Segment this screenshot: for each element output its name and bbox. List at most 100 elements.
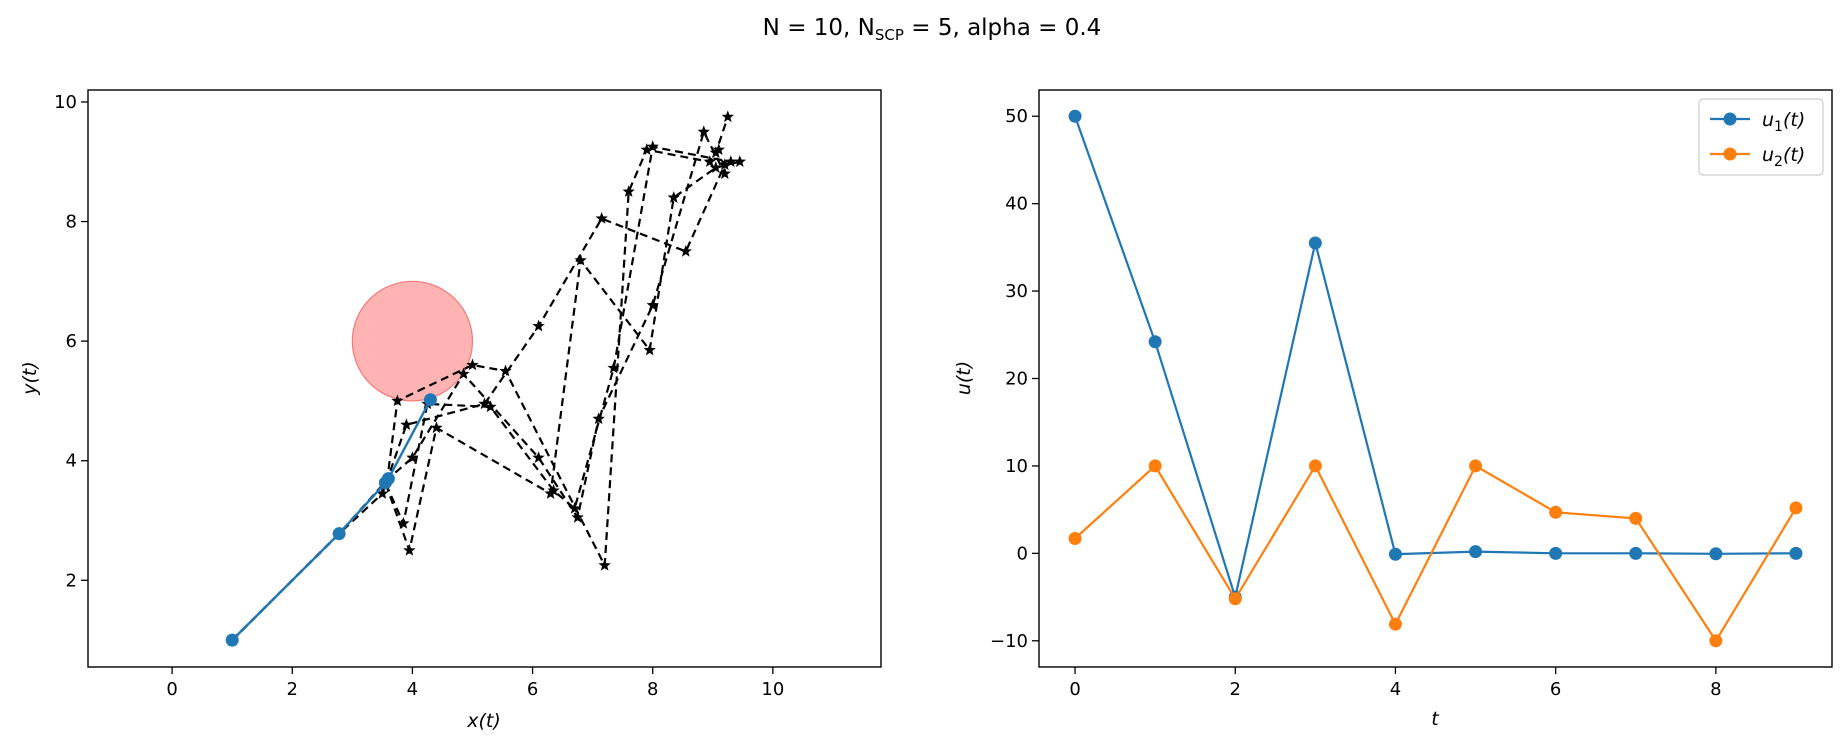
y-tick-label: 10: [1005, 456, 1028, 477]
x-tick-label: 0: [166, 679, 177, 700]
series-point-u1: [1709, 547, 1723, 561]
series-point-u1: [1148, 335, 1162, 349]
y-tick-label: 30: [1005, 281, 1028, 302]
series-point-u2: [1549, 505, 1563, 519]
scp-iterate-point: [679, 244, 692, 257]
y-tick-label: 2: [66, 570, 77, 591]
scp-iterate-point: [457, 367, 470, 380]
series-point-u1: [1549, 546, 1563, 560]
scp-iterate-point: [640, 143, 653, 156]
scp-iterate-point: [400, 418, 413, 431]
series-point-u1: [1308, 236, 1322, 250]
scp-iterate-point: [484, 400, 497, 413]
scp-iterate-point: [721, 110, 734, 123]
legend-swatch-marker: [1723, 112, 1737, 126]
scp-iterate-point: [571, 511, 584, 523]
legend: u1(t) u2(t): [1698, 98, 1824, 176]
series-point-u2: [1148, 459, 1162, 473]
trajectory-point: [423, 393, 437, 407]
y-tick-label: 50: [1005, 106, 1028, 127]
x-tick-label: 8: [647, 679, 658, 700]
scp-iterate-point: [709, 161, 722, 173]
y-tick-label: 8: [66, 212, 77, 233]
trajectory-point: [381, 472, 395, 486]
scp-iterate-point: [430, 421, 443, 434]
scp-iterate-point: [478, 397, 491, 410]
series-line-u2: [1074, 463, 1797, 643]
scp-iterate-point: [598, 558, 611, 571]
scp-iterate-point: [403, 543, 416, 556]
scp-iterate-line: [231, 116, 729, 641]
control-plot-xlabel: t: [1431, 708, 1440, 730]
trajectory-line: [231, 399, 432, 641]
series-point-u1: [1388, 547, 1402, 561]
scp-iterate-point: [595, 212, 608, 224]
series-point-u2: [1388, 617, 1402, 631]
scp-iterate-point: [574, 253, 587, 266]
series-point-u1: [1789, 546, 1803, 560]
x-tick-label: 2: [287, 679, 298, 700]
x-tick-label: 2: [1230, 679, 1241, 700]
legend-label-u1: u1(t): [1762, 109, 1805, 135]
scp-iterate-point: [697, 125, 710, 138]
trajectory-point: [225, 633, 239, 647]
x-tick-label: 0: [1069, 679, 1080, 700]
scp-iterate-point: [733, 155, 746, 168]
figure-title: N = 10, NSCP = 5, alpha = 0.4: [763, 15, 1102, 44]
control-plot-data: [1068, 109, 1803, 648]
scp-iterate-point: [376, 487, 389, 499]
y-tick-label: −10: [990, 631, 1028, 652]
trajectory-plot-xlabel: x(t): [466, 710, 501, 732]
title-part-subscript: SCP: [875, 26, 904, 44]
series-point-u1: [1068, 109, 1082, 123]
scp-iterate-point: [499, 364, 512, 377]
title-part-tail: = 5, alpha = 0.4: [904, 15, 1101, 41]
y-tick-label: 4: [66, 451, 77, 472]
y-tick-label: 20: [1005, 369, 1028, 390]
y-tick-label: 0: [1017, 543, 1028, 564]
trajectory-plot-frame: [87, 89, 882, 668]
trajectory-plot-ticks: 0 2 4 6 8 10 2 4 6 8 10: [54, 92, 784, 700]
series-point-u1: [1629, 546, 1643, 560]
x-tick-label: 6: [1550, 679, 1561, 700]
scp-iterate-point: [532, 319, 545, 332]
legend-entry-u2: u2(t): [1710, 144, 1805, 170]
series-point-u2: [1228, 592, 1242, 606]
series-line-u1: [1073, 115, 1797, 602]
scp-iterate-point: [466, 358, 479, 371]
series-point-u2: [1789, 501, 1803, 515]
control-plot-ylabel: u(t): [953, 361, 975, 395]
y-tick-label: 10: [54, 92, 77, 113]
x-tick-label: 4: [407, 679, 418, 700]
scp-iterate-point: [568, 502, 581, 514]
scp-iterate-point: [643, 343, 656, 356]
scp-iterate-point: [406, 451, 419, 463]
scp-iterate-point: [667, 191, 680, 203]
scp-iterate-point: [622, 185, 635, 197]
trajectory-point: [332, 527, 346, 541]
legend-entry-u1: u1(t): [1710, 109, 1805, 135]
scp-iterate-point: [397, 517, 410, 529]
scp-iterate-point: [532, 451, 545, 463]
x-tick-label: 8: [1710, 679, 1721, 700]
scp-iterate-point: [391, 394, 404, 407]
control-plot-frame: [1038, 89, 1833, 668]
scp-iterate-point: [724, 155, 737, 168]
control-plot-ticks: 0 2 4 6 8 −10 0 10 20 30 40 50: [990, 106, 1722, 700]
scp-iterate-point: [718, 158, 731, 170]
obstacle-circle: [351, 280, 474, 402]
y-tick-label: 40: [1005, 194, 1028, 215]
scp-iterate-point: [592, 412, 605, 425]
legend-label-u2: u2(t): [1762, 144, 1805, 170]
series-point-u2: [1068, 531, 1082, 545]
series-point-u2: [1629, 511, 1643, 525]
x-tick-label: 6: [527, 679, 538, 700]
trajectory-plot-ylabel: y(t): [19, 361, 41, 396]
control-plot: 0 2 4 6 8 −10 0 10 20 30 40 50 t u(t) u1(t) u2(t): [953, 89, 1833, 730]
series-point-u2: [1709, 634, 1723, 648]
title-part-main: N = 10, N: [763, 15, 875, 41]
x-tick-label: 10: [761, 679, 784, 700]
scp-iterate-point: [607, 361, 620, 374]
y-tick-label: 6: [66, 331, 77, 352]
trajectory-plot: 0 2 4 6 8 10 2 4 6 8 10 x(t) y(t): [19, 89, 882, 732]
